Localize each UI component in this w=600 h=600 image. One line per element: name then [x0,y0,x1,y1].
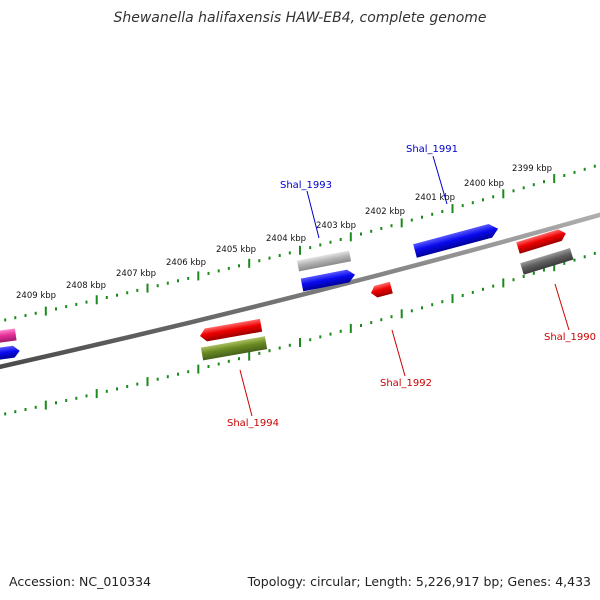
scale-label: 2405 kbp [216,245,256,255]
scale-label: 2403 kbp [316,221,356,231]
gene-label-shal-1993[interactable]: Shal_1993 [280,180,332,191]
gene-labels: Shal_1991 Shal_1993 Shal_1990 Shal_1992 … [227,144,596,429]
outer-tick-track [4,164,596,322]
gene-shal-1994-arrow[interactable] [200,336,268,361]
genome-backbone [0,212,600,370]
scale-labels: 2399 kbp 2400 kbp 2401 kbp 2402 kbp 2403… [16,164,552,301]
scale-label: 2402 kbp [365,207,405,217]
leader-shal-1993 [306,190,320,239]
gene-blue-forward-arrow[interactable] [300,268,356,292]
genome-summary-text: Topology: circular; Length: 5,226,917 bp… [247,574,591,589]
accession-text: Accession: NC_010334 [9,574,151,589]
scale-label: 2409 kbp [16,291,56,301]
scale-label: 2400 kbp [464,179,504,189]
gene-label-shal-1994[interactable]: Shal_1994 [227,418,279,429]
reverse-genes [199,248,574,361]
leader-shal-1990 [554,283,570,331]
map-title: Shewanella halifaxensis HAW-EB4, complet… [113,10,486,26]
scale-label: 2406 kbp [166,258,206,268]
forward-genes [0,222,567,361]
gene-label-shal-1990[interactable]: Shal_1990 [544,332,596,343]
scale-label: 2401 kbp [415,193,455,203]
leader-shal-1991 [432,155,448,205]
scale-label: 2404 kbp [266,234,306,244]
gene-shal-1991-arrow[interactable] [413,222,500,258]
gene-red-reverse-arrow[interactable] [199,318,263,343]
scale-label: 2407 kbp [116,269,156,279]
gene-pink-forward-arrow[interactable] [0,328,17,344]
label-leaders [239,155,570,417]
leader-shal-1992 [391,329,406,377]
scale-label: 2408 kbp [66,281,106,291]
scale-label: 2399 kbp [512,164,552,174]
gene-blue-left-arrow[interactable] [0,345,21,361]
inner-tick-track [4,251,596,416]
gene-label-shal-1991[interactable]: Shal_1991 [406,144,458,155]
gene-shal-1993-arrow[interactable] [296,250,352,272]
gene-red-forward-arrow[interactable] [516,228,567,254]
gene-shal-1992-arrow[interactable] [369,281,393,299]
leader-shal-1994 [239,369,253,417]
gene-shal-1990-arrow[interactable] [520,248,574,275]
gene-label-shal-1992[interactable]: Shal_1992 [380,378,432,389]
